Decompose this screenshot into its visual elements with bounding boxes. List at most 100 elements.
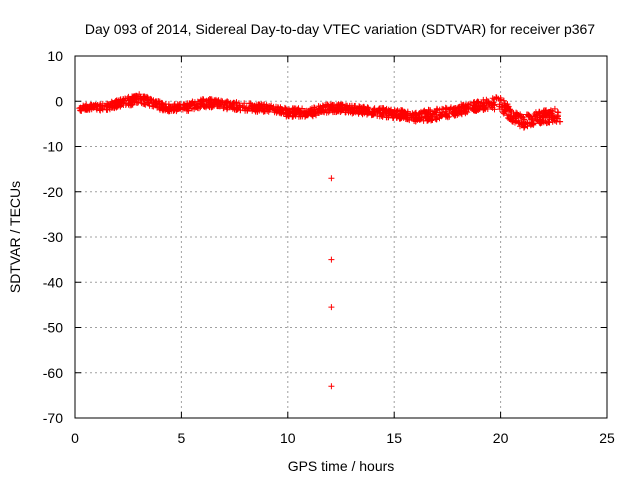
data-point [361, 110, 368, 117]
data-point [554, 109, 561, 115]
data-point [497, 95, 504, 101]
data-point [280, 110, 287, 116]
y-tick-label: 0 [55, 93, 63, 109]
data-point [312, 109, 318, 116]
data-point [548, 115, 555, 122]
y-tick-label: -30 [43, 229, 63, 245]
data-point [431, 108, 438, 115]
data-point [523, 111, 530, 118]
data-point [327, 103, 334, 110]
data-point [513, 109, 520, 116]
data-point [187, 101, 194, 108]
data-point [251, 102, 258, 109]
data-point [114, 100, 121, 107]
data-point [230, 104, 237, 111]
data-point [415, 115, 422, 122]
data-point [129, 100, 136, 107]
data-point [198, 97, 204, 104]
data-point [375, 107, 382, 114]
data-point [541, 107, 548, 114]
data-point [256, 107, 263, 114]
data-point [305, 110, 312, 117]
data-point [281, 104, 288, 111]
data-point [388, 109, 395, 116]
data-point [162, 107, 169, 114]
data-point [505, 103, 512, 110]
y-tick-label: -10 [43, 139, 63, 155]
data-point [392, 112, 399, 119]
outlier-point [328, 304, 335, 311]
data-point [355, 110, 362, 117]
data-point [356, 105, 363, 112]
data-point [223, 104, 230, 111]
data-point [286, 109, 293, 116]
data-point [156, 100, 163, 107]
data-point [518, 120, 525, 127]
data-point [399, 107, 406, 114]
data-point [317, 103, 324, 110]
data-point [542, 118, 549, 125]
data-point [528, 116, 535, 123]
data-point [467, 104, 474, 111]
data-point [93, 106, 100, 113]
data-band-layer [76, 91, 564, 131]
data-point [524, 123, 531, 130]
data-point [339, 101, 345, 108]
data-point [241, 100, 248, 107]
data-point [297, 113, 304, 120]
data-point [521, 116, 528, 123]
data-point [282, 105, 289, 112]
data-point [529, 120, 536, 127]
data-point [171, 101, 178, 107]
data-point [364, 104, 371, 111]
data-point [242, 105, 249, 112]
y-tick-label: 10 [47, 48, 63, 64]
data-point [111, 104, 118, 111]
data-point [425, 106, 432, 113]
data-point [261, 101, 268, 108]
x-tick-label: 25 [599, 430, 615, 446]
data-point [424, 111, 431, 118]
data-point [220, 105, 227, 112]
data-point [442, 104, 449, 111]
data-point [331, 107, 338, 113]
data-point [106, 103, 113, 110]
data-point [215, 97, 222, 104]
data-point [500, 97, 507, 104]
x-axis-label: GPS time / hours [288, 458, 395, 474]
data-point [491, 96, 498, 103]
data-point [344, 107, 351, 114]
data-point [404, 108, 411, 115]
data-point [385, 114, 392, 121]
data-point [255, 101, 262, 108]
data-point [133, 92, 140, 99]
data-point [419, 109, 426, 116]
data-point [334, 104, 341, 111]
x-tick-label: 20 [493, 430, 509, 446]
data-point [525, 112, 532, 119]
data-point [475, 107, 482, 113]
data-point [344, 104, 351, 111]
data-point [266, 103, 273, 110]
data-point [557, 118, 564, 125]
data-point [464, 109, 471, 116]
data-point [450, 105, 457, 112]
data-point [433, 105, 440, 112]
data-point [549, 111, 556, 118]
data-point [383, 105, 390, 112]
y-tick-label: -60 [43, 365, 63, 381]
data-point [473, 100, 480, 107]
y-tick-label: -40 [43, 274, 63, 290]
data-point [352, 109, 359, 116]
data-point [485, 99, 492, 106]
data-point [411, 114, 418, 121]
data-point [88, 103, 95, 110]
data-point [546, 109, 553, 116]
x-tick-label: 5 [178, 430, 186, 446]
y-tick-label: -20 [43, 184, 63, 200]
data-point [537, 120, 544, 127]
data-point [215, 103, 222, 110]
outlier-point [328, 383, 335, 390]
data-point [274, 107, 281, 114]
data-point [252, 106, 259, 113]
